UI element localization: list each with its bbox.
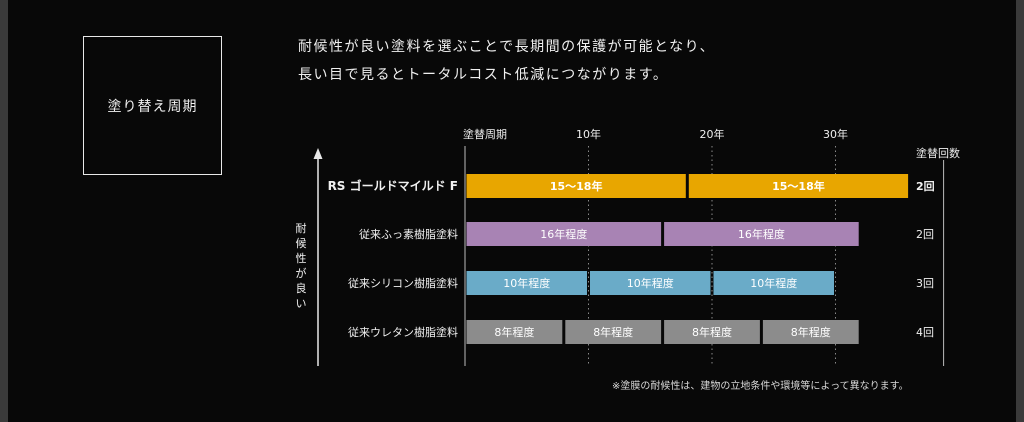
bar-segment bbox=[565, 320, 662, 344]
count-value: 2回 bbox=[916, 179, 935, 193]
x-origin-label: 塗替周期 bbox=[463, 127, 507, 141]
count-value: 3回 bbox=[916, 277, 934, 290]
y-axis-label-char: が bbox=[296, 266, 307, 280]
bar-segment-label: 15～18年 bbox=[550, 179, 603, 193]
row-label: 従来シリコン樹脂塗料 bbox=[348, 276, 458, 290]
intro-line-1: 耐候性が良い塗料を選ぶことで長期間の保護が可能となり、 bbox=[298, 39, 716, 55]
section-title: 塗り替え周期 bbox=[107, 98, 198, 115]
section-title-box: 塗り替え周期 bbox=[83, 36, 222, 175]
bar-segment-label: 16年程度 bbox=[540, 227, 587, 241]
x-tick-label: 10年 bbox=[576, 127, 601, 141]
footnote: ※塗膜の耐候性は、建物の立地条件や環境等によって異なります。 bbox=[612, 381, 909, 392]
left-edge-strip bbox=[0, 0, 8, 422]
bar-segment-label: 8年程度 bbox=[593, 325, 633, 339]
count-value: 4回 bbox=[916, 326, 934, 339]
row-label: 従来ウレタン樹脂塗料 bbox=[348, 325, 458, 339]
row-label: RS ゴールドマイルド F bbox=[328, 178, 458, 193]
bar-segment bbox=[466, 222, 662, 246]
y-axis-label-char: い bbox=[296, 297, 307, 310]
bar-segment-label: 10年程度 bbox=[503, 276, 550, 290]
bar-segment bbox=[466, 320, 563, 344]
bar-segment bbox=[664, 320, 760, 344]
bar-segment bbox=[466, 271, 587, 295]
bar-segment-label: 16年程度 bbox=[738, 227, 785, 241]
bar-segment-label: 8年程度 bbox=[692, 325, 732, 339]
bar-segment bbox=[762, 320, 859, 344]
bar-segment-label: 8年程度 bbox=[791, 325, 831, 339]
bar-segment-label: 8年程度 bbox=[494, 325, 534, 339]
y-axis-label-char: 良 bbox=[296, 281, 307, 295]
right-edge-strip bbox=[1016, 0, 1024, 422]
bar-segment bbox=[688, 174, 909, 198]
bar-segment bbox=[664, 222, 859, 246]
y-axis-label-char: 候 bbox=[296, 236, 307, 250]
bar-segment bbox=[466, 174, 686, 198]
x-tick-label: 30年 bbox=[823, 127, 848, 141]
bar-segment-label: 10年程度 bbox=[750, 276, 797, 290]
y-axis-label-char: 性 bbox=[296, 251, 307, 265]
intro-line-2: 長い目で見るとトータルコスト低減につながります。 bbox=[298, 67, 669, 83]
bar-segment bbox=[713, 271, 834, 295]
bar-segment bbox=[590, 271, 711, 295]
count-value: 2回 bbox=[916, 228, 934, 241]
y-axis-arrow-head bbox=[313, 148, 323, 159]
bar-segment-label: 10年程度 bbox=[627, 276, 674, 290]
count-header: 塗替回数 bbox=[916, 146, 960, 160]
y-axis-label-char: 耐 bbox=[296, 222, 307, 235]
bar-segment-label: 15～18年 bbox=[772, 179, 825, 193]
row-label: 従来ふっ素樹脂塗料 bbox=[359, 227, 458, 241]
x-tick-label: 20年 bbox=[700, 127, 725, 141]
